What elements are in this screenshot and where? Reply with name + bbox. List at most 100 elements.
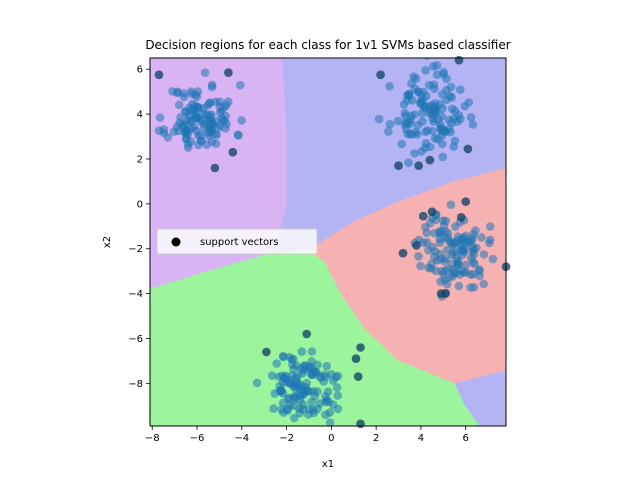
data-point bbox=[485, 235, 495, 245]
data-point bbox=[296, 391, 305, 401]
data-point bbox=[374, 114, 384, 124]
data-point bbox=[179, 89, 189, 98]
data-point bbox=[332, 383, 342, 392]
data-point bbox=[431, 266, 441, 276]
data-point bbox=[410, 149, 419, 158]
data-point bbox=[207, 119, 216, 129]
legend-marker bbox=[171, 237, 181, 247]
data-point bbox=[402, 91, 412, 100]
data-point bbox=[207, 137, 217, 147]
data-point bbox=[440, 266, 450, 276]
x-tick-label: 6 bbox=[463, 433, 469, 444]
support-vector bbox=[394, 161, 403, 170]
data-point bbox=[385, 82, 394, 91]
support-vector bbox=[376, 70, 385, 80]
data-point bbox=[274, 372, 284, 382]
data-point bbox=[169, 127, 179, 136]
data-point bbox=[458, 234, 468, 244]
support-vector-overlay bbox=[456, 213, 466, 222]
data-point bbox=[327, 370, 336, 379]
x-tick-label: 2 bbox=[373, 433, 379, 444]
data-point bbox=[220, 116, 229, 126]
support-vector-overlay bbox=[398, 248, 408, 258]
data-point bbox=[295, 408, 305, 418]
data-point bbox=[468, 269, 478, 279]
x-tick-label: 0 bbox=[328, 433, 334, 444]
data-point bbox=[454, 110, 464, 120]
support-vector-overlay bbox=[463, 144, 473, 154]
plot-frame bbox=[149, 57, 507, 427]
data-point bbox=[435, 249, 445, 259]
data-point bbox=[252, 378, 262, 388]
data-point bbox=[384, 127, 393, 136]
data-point bbox=[278, 389, 288, 398]
y-tick-label: 6 bbox=[137, 65, 143, 76]
support-vector-overlay bbox=[228, 147, 238, 157]
support-vector bbox=[398, 248, 408, 258]
data-point bbox=[297, 347, 307, 356]
support-vector-overlay bbox=[224, 68, 233, 77]
data-point bbox=[432, 70, 442, 79]
support-vector-overlay bbox=[210, 163, 220, 173]
data-point bbox=[236, 80, 245, 90]
data-point bbox=[456, 85, 465, 94]
support-vector-overlay bbox=[441, 289, 450, 298]
data-point bbox=[174, 100, 184, 110]
x-tick-label: −4 bbox=[234, 433, 249, 444]
data-point bbox=[431, 215, 441, 225]
data-point bbox=[188, 104, 197, 114]
data-point bbox=[453, 260, 463, 270]
data-point bbox=[313, 404, 322, 414]
data-point bbox=[436, 229, 446, 238]
data-point bbox=[200, 68, 210, 77]
data-point bbox=[290, 413, 299, 423]
data-point bbox=[461, 260, 471, 270]
support-vector-overlay bbox=[154, 70, 164, 80]
data-point bbox=[479, 250, 489, 259]
support-vector bbox=[262, 347, 271, 357]
y-tick-label: 4 bbox=[137, 110, 143, 121]
data-point bbox=[460, 247, 469, 257]
data-point bbox=[438, 104, 448, 113]
support-vector bbox=[228, 147, 238, 157]
y-tick-label: 0 bbox=[137, 199, 143, 210]
data-point bbox=[468, 120, 478, 129]
data-point bbox=[421, 138, 431, 148]
y-axis-label: x2 bbox=[102, 236, 113, 248]
data-point bbox=[441, 216, 451, 226]
support-vector-overlay bbox=[356, 343, 365, 352]
data-point bbox=[444, 115, 454, 125]
support-vector bbox=[356, 343, 365, 352]
data-point bbox=[288, 371, 297, 380]
data-point bbox=[404, 158, 413, 167]
data-point bbox=[451, 268, 460, 278]
support-vector-overlay bbox=[425, 155, 435, 165]
data-point bbox=[466, 113, 476, 122]
data-point bbox=[316, 373, 326, 383]
data-point bbox=[155, 113, 165, 122]
data-point bbox=[452, 253, 462, 263]
y-tick-label: −2 bbox=[128, 244, 143, 255]
data-point bbox=[285, 352, 294, 362]
data-point bbox=[275, 381, 285, 391]
legend-box bbox=[156, 228, 318, 255]
x-tick-label: −6 bbox=[190, 433, 205, 444]
support-vector-overlay bbox=[262, 347, 271, 357]
data-point bbox=[416, 261, 425, 271]
data-point bbox=[432, 61, 442, 70]
data-point bbox=[237, 116, 246, 125]
data-point bbox=[454, 281, 464, 291]
data-point bbox=[204, 110, 213, 120]
y-tick-label: 2 bbox=[137, 154, 143, 165]
support-vector bbox=[441, 289, 450, 298]
support-vector bbox=[302, 329, 312, 339]
data-point bbox=[407, 111, 416, 121]
support-vector bbox=[224, 68, 233, 77]
data-point bbox=[397, 139, 407, 149]
data-point bbox=[284, 394, 293, 404]
data-points bbox=[154, 58, 498, 426]
support-vector bbox=[412, 241, 421, 250]
x-axis-label: x1 bbox=[322, 459, 334, 470]
data-point bbox=[286, 379, 296, 388]
